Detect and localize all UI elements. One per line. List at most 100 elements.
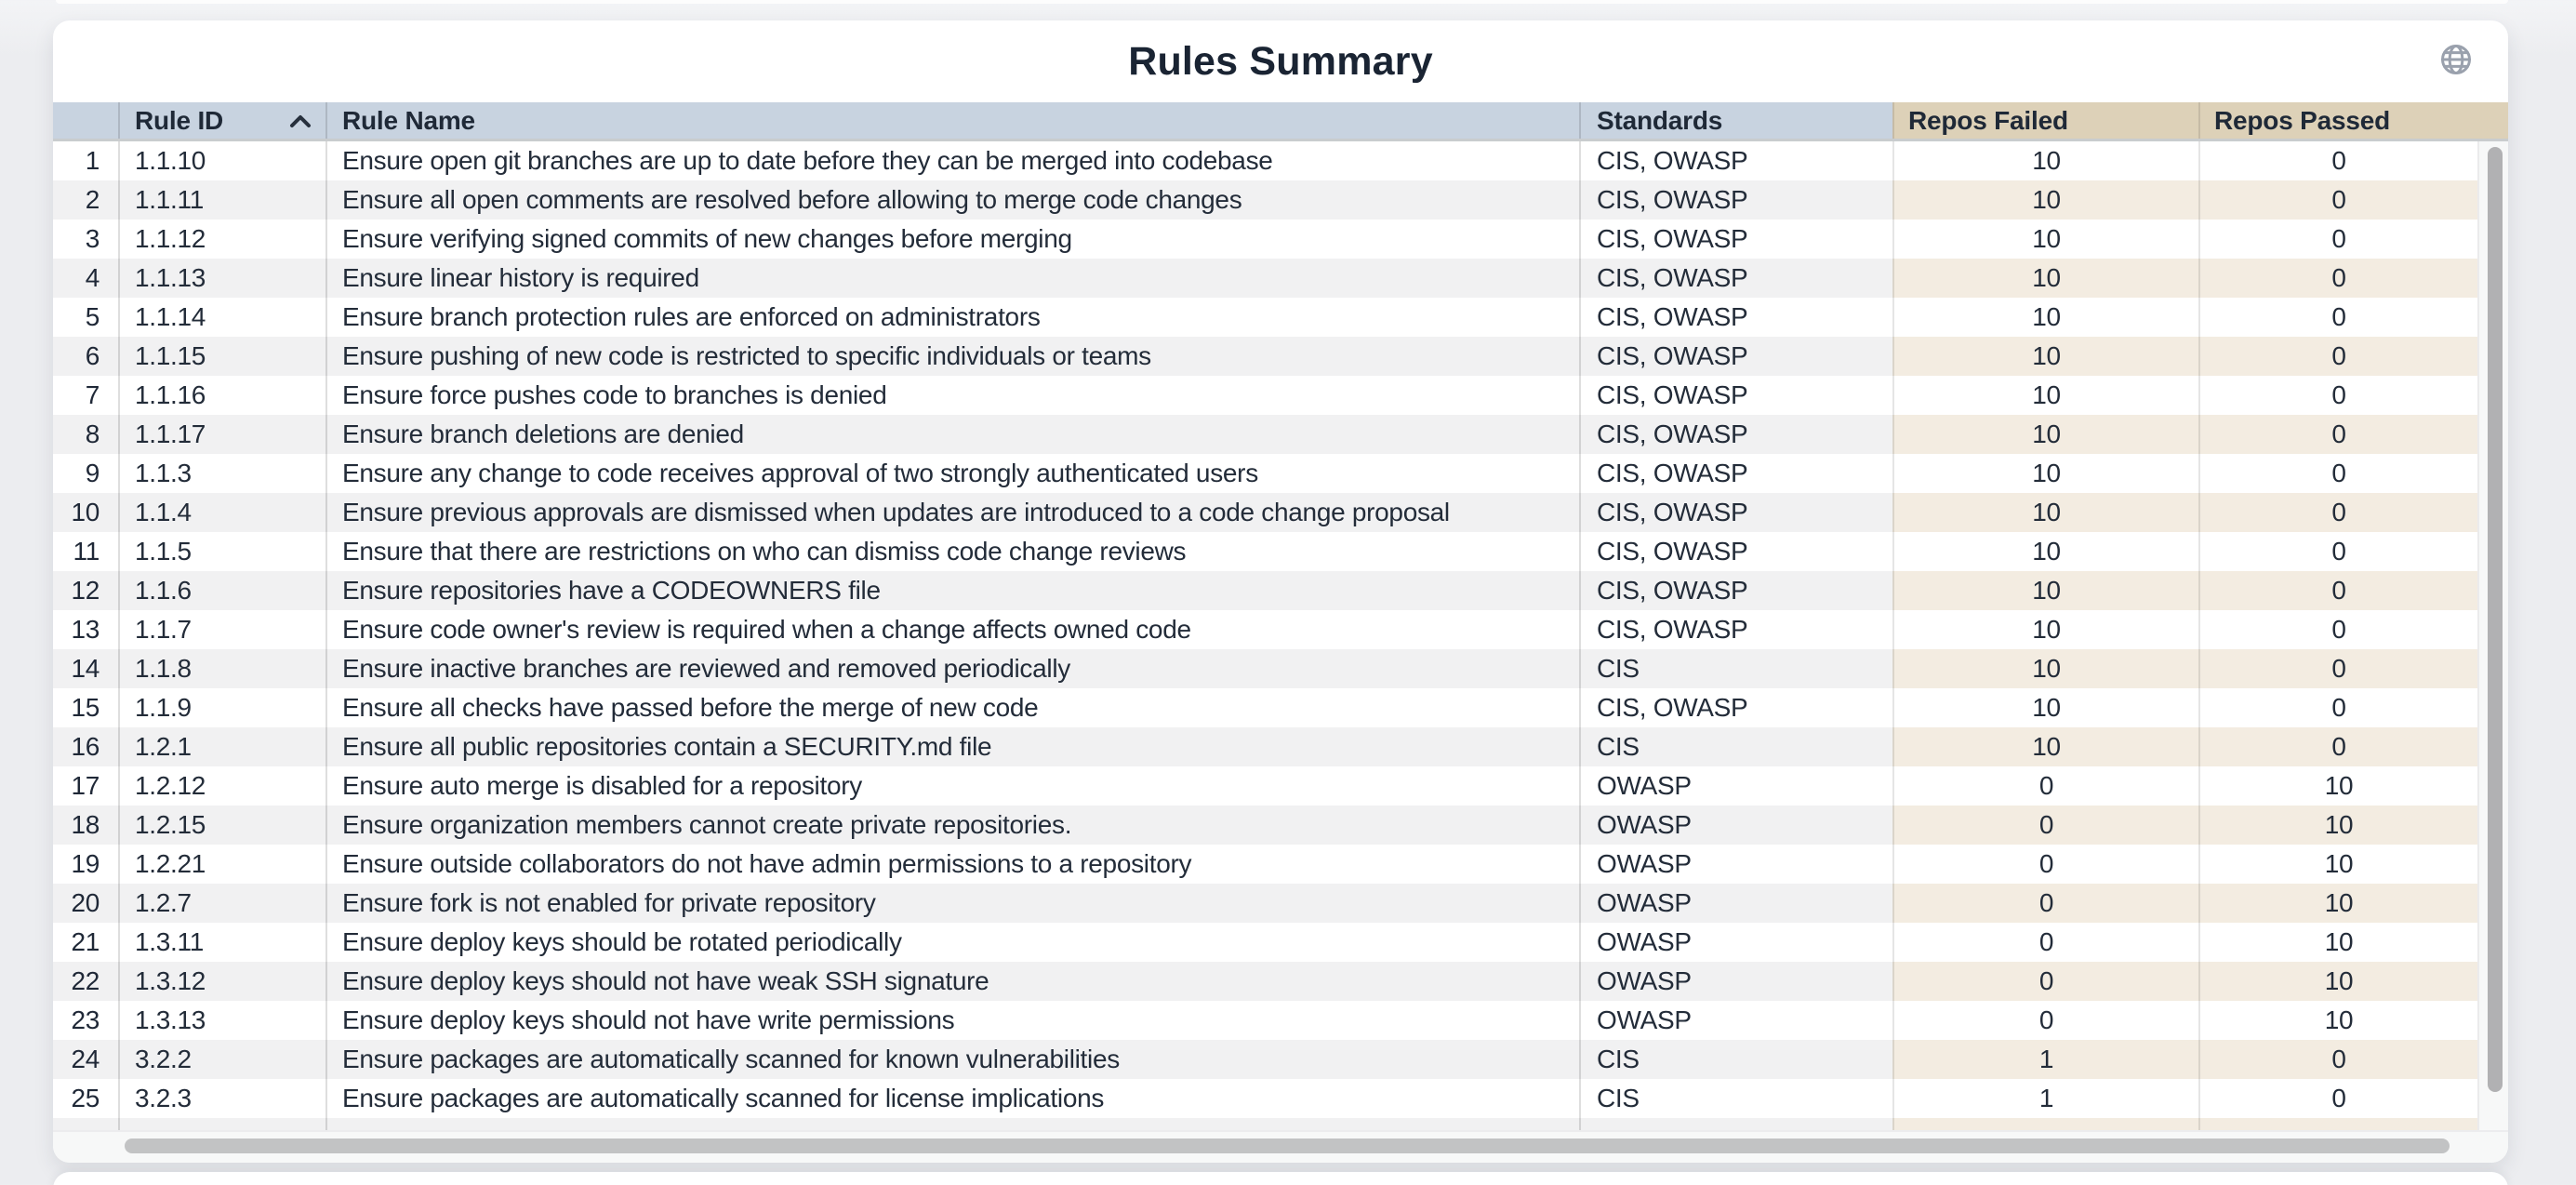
standards-cell: OWASP: [1579, 962, 1892, 1001]
row-index-cell: 23: [71, 1005, 100, 1034]
rule-id-cell: 3.2.3: [118, 1079, 325, 1118]
vertical-scrollbar-track[interactable]: [2477, 141, 2508, 1130]
horizontal-scrollbar-track[interactable]: [53, 1130, 2508, 1163]
row-index-cell: 10: [71, 498, 100, 526]
rule-name-cell: Ensure open git branches are up to date …: [325, 141, 1579, 180]
rule-id-cell: 1.2.21: [118, 845, 325, 884]
next-card-edge: [53, 1172, 2508, 1185]
repos-failed-cell: 10: [1892, 415, 2198, 454]
table-row[interactable]: 10 1.1.4 Ensure previous approvals are d…: [53, 493, 2508, 532]
table-row[interactable]: 7 1.1.16 Ensure force pushes code to bra…: [53, 376, 2508, 415]
table-row[interactable]: 3 1.1.12 Ensure verifying signed commits…: [53, 220, 2508, 259]
standards-cell: CIS, OWASP: [1579, 610, 1892, 649]
table-row[interactable]: 1 1.1.10 Ensure open git branches are up…: [53, 141, 2508, 180]
standards-cell: CIS, OWASP: [1579, 141, 1892, 180]
table-row[interactable]: 4 1.1.13 Ensure linear history is requir…: [53, 259, 2508, 298]
rule-name-cell: Ensure any change to code receives appro…: [325, 454, 1579, 493]
rule-name-cell: [325, 1118, 1579, 1130]
repos-passed-cell: 10: [2198, 766, 2477, 806]
repos-passed-cell: 0: [2198, 376, 2477, 415]
rule-name-cell: Ensure branch deletions are denied: [325, 415, 1579, 454]
repos-failed-cell: 10: [1892, 337, 2198, 376]
repos-passed-cell: 0: [2198, 415, 2477, 454]
rule-name-cell: Ensure branch protection rules are enfor…: [325, 298, 1579, 337]
standards-cell: OWASP: [1579, 806, 1892, 845]
column-header-repos-failed[interactable]: Repos Failed: [1892, 102, 2198, 139]
repos-failed-cell: 10: [1892, 259, 2198, 298]
row-index-cell: 14: [71, 654, 100, 683]
repos-failed-cell: 10: [1892, 141, 2198, 180]
repos-failed-cell: 10: [1892, 180, 2198, 220]
table-row[interactable]: 19 1.2.21 Ensure outside collaborators d…: [53, 845, 2508, 884]
row-index-cell: 13: [71, 615, 100, 644]
repos-failed-cell: 10: [1892, 493, 2198, 532]
table-row[interactable]: 13 1.1.7 Ensure code owner's review is r…: [53, 610, 2508, 649]
table-row[interactable]: 14 1.1.8 Ensure inactive branches are re…: [53, 649, 2508, 688]
standards-cell: CIS, OWASP: [1579, 337, 1892, 376]
table-row[interactable]: 21 1.3.11 Ensure deploy keys should be r…: [53, 923, 2508, 962]
repos-failed-cell: [1892, 1118, 2198, 1130]
table-row[interactable]: 12 1.1.6 Ensure repositories have a CODE…: [53, 571, 2508, 610]
table-row[interactable]: 16 1.2.1 Ensure all public repositories …: [53, 727, 2508, 766]
table-row[interactable]: 20 1.2.7 Ensure fork is not enabled for …: [53, 884, 2508, 923]
rule-id-cell: 1.2.12: [118, 766, 325, 806]
column-header-repos-passed[interactable]: Repos Passed: [2198, 102, 2477, 139]
repos-passed-cell: 10: [2198, 845, 2477, 884]
repos-passed-cell: 0: [2198, 259, 2477, 298]
table-row[interactable]: 2 1.1.11 Ensure all open comments are re…: [53, 180, 2508, 220]
table-row[interactable]: 5 1.1.14 Ensure branch protection rules …: [53, 298, 2508, 337]
standards-cell: [1579, 1118, 1892, 1130]
standards-cell: CIS: [1579, 1040, 1892, 1079]
repos-failed-cell: 10: [1892, 532, 2198, 571]
table-row[interactable]: 23 1.3.13 Ensure deploy keys should not …: [53, 1001, 2508, 1040]
repos-passed-cell: 0: [2198, 571, 2477, 610]
rule-name-cell: Ensure all checks have passed before the…: [325, 688, 1579, 727]
table-row-partial[interactable]: [53, 1118, 2508, 1130]
standards-cell: OWASP: [1579, 1001, 1892, 1040]
rule-name-cell: Ensure auto merge is disabled for a repo…: [325, 766, 1579, 806]
row-index-cell: 6: [85, 341, 100, 370]
repos-failed-cell: 10: [1892, 454, 2198, 493]
repos-passed-cell: 0: [2198, 727, 2477, 766]
repos-passed-cell: 0: [2198, 493, 2477, 532]
column-header-rule-name[interactable]: Rule Name: [325, 102, 1579, 139]
repos-failed-cell: 0: [1892, 923, 2198, 962]
globe-button[interactable]: [2437, 41, 2475, 78]
column-header-rule-id[interactable]: Rule ID: [118, 102, 325, 139]
rule-id-cell: 1.1.10: [118, 141, 325, 180]
row-index-cell: 24: [71, 1045, 100, 1073]
rule-id-cell: 1.3.13: [118, 1001, 325, 1040]
rule-id-cell: 1.1.11: [118, 180, 325, 220]
table-row[interactable]: 17 1.2.12 Ensure auto merge is disabled …: [53, 766, 2508, 806]
rule-name-cell: Ensure deploy keys should be rotated per…: [325, 923, 1579, 962]
row-index-cell: 2: [85, 185, 100, 214]
repos-failed-cell: 10: [1892, 688, 2198, 727]
table-row[interactable]: 18 1.2.15 Ensure organization members ca…: [53, 806, 2508, 845]
card-header: Rules Summary: [53, 20, 2508, 102]
row-index-cell: 17: [71, 771, 100, 800]
repos-passed-cell: 0: [2198, 688, 2477, 727]
row-index-cell: 1: [85, 146, 100, 175]
repos-passed-cell: [2198, 1118, 2477, 1130]
table-row[interactable]: 6 1.1.15 Ensure pushing of new code is r…: [53, 337, 2508, 376]
horizontal-scrollbar-thumb[interactable]: [125, 1138, 2450, 1153]
table-row[interactable]: 15 1.1.9 Ensure all checks have passed b…: [53, 688, 2508, 727]
table-row[interactable]: 25 3.2.3 Ensure packages are automatical…: [53, 1079, 2508, 1118]
standards-cell: CIS, OWASP: [1579, 220, 1892, 259]
rules-summary-card: Rules Summary Rule ID Rule N: [53, 20, 2508, 1163]
table-row[interactable]: 11 1.1.5 Ensure that there are restricti…: [53, 532, 2508, 571]
table-row[interactable]: 24 3.2.2 Ensure packages are automatical…: [53, 1040, 2508, 1079]
table-row[interactable]: 22 1.3.12 Ensure deploy keys should not …: [53, 962, 2508, 1001]
standards-cell: OWASP: [1579, 766, 1892, 806]
column-header-standards[interactable]: Standards: [1579, 102, 1892, 139]
repos-passed-cell: 0: [2198, 649, 2477, 688]
rule-name-cell: Ensure verifying signed commits of new c…: [325, 220, 1579, 259]
rule-name-cell: Ensure repositories have a CODEOWNERS fi…: [325, 571, 1579, 610]
table-row[interactable]: 8 1.1.17 Ensure branch deletions are den…: [53, 415, 2508, 454]
rule-id-cell: 1.1.12: [118, 220, 325, 259]
vertical-scrollbar-thumb[interactable]: [2488, 147, 2503, 1092]
column-header-index[interactable]: [53, 102, 118, 139]
table-row[interactable]: 9 1.1.3 Ensure any change to code receiv…: [53, 454, 2508, 493]
standards-cell: CIS, OWASP: [1579, 571, 1892, 610]
rule-name-cell: Ensure pushing of new code is restricted…: [325, 337, 1579, 376]
